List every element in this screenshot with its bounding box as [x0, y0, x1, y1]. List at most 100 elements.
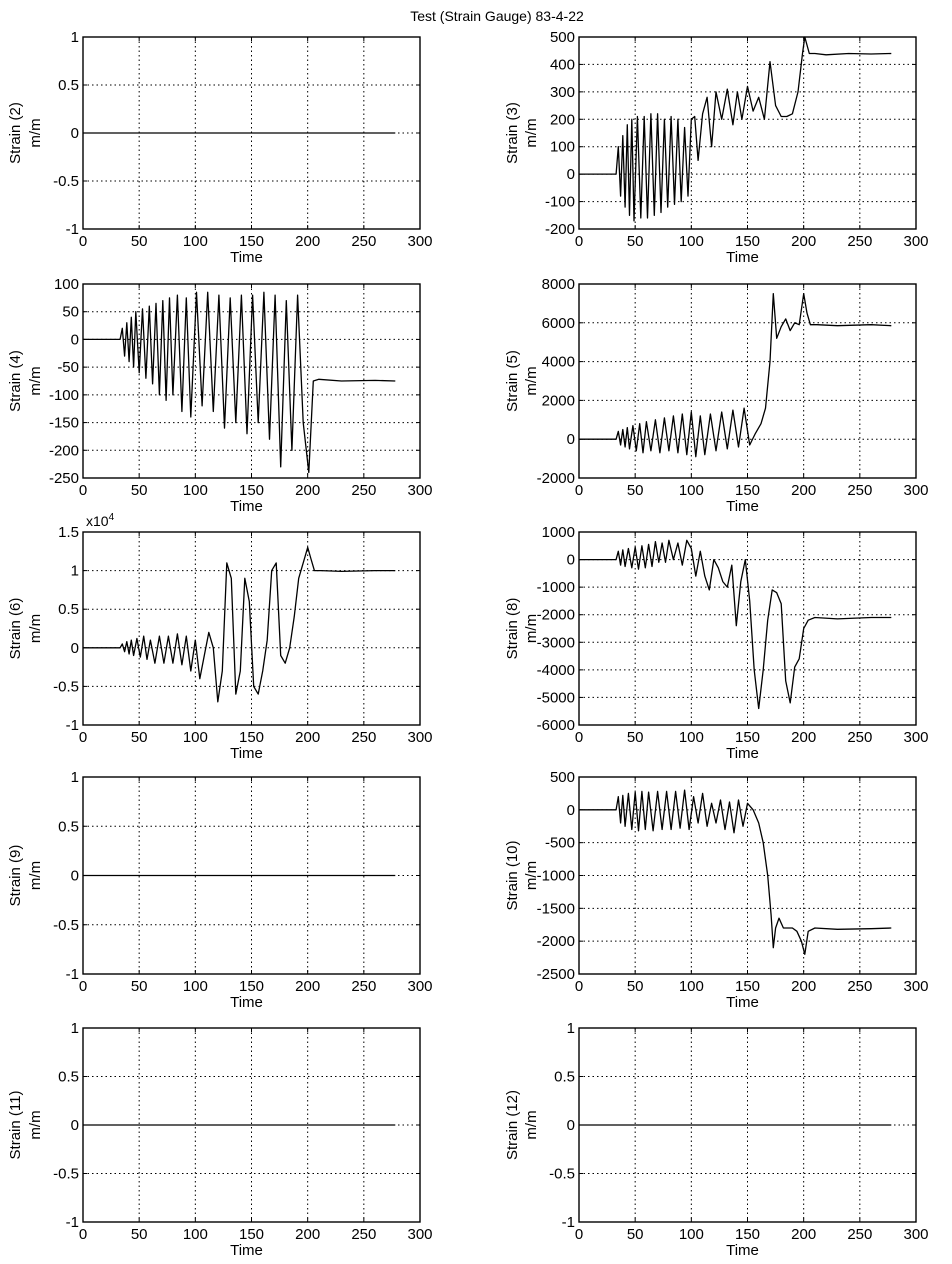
x-tick-label: 200: [295, 482, 320, 499]
series-line: [579, 36, 892, 222]
x-tick-label: 0: [575, 978, 583, 995]
y-tick-label: -2000: [537, 933, 575, 950]
x-tick-label: 0: [79, 482, 87, 499]
y-tick-label: -500: [545, 835, 575, 852]
y-tick-label: 300: [550, 84, 575, 101]
y-tick-label: 1: [71, 563, 79, 580]
x-tick-label: 300: [407, 1226, 432, 1243]
x-tick-label: 300: [903, 978, 928, 995]
y-tick-label: 0: [71, 1117, 79, 1134]
y-scale-base: x10: [86, 513, 109, 529]
x-tick-label: 200: [295, 729, 320, 746]
x-tick-label: 0: [575, 233, 583, 250]
y-axis-label: Strain (2): [7, 102, 24, 164]
y-tick-label: 6000: [542, 315, 575, 332]
x-tick-label: 250: [351, 233, 376, 250]
x-tick-label: 100: [183, 1226, 208, 1243]
y-tick-label: -3000: [537, 634, 575, 651]
x-tick-label: 300: [407, 233, 432, 250]
y-axis-label: Strain (3): [504, 102, 521, 164]
x-tick-label: 300: [407, 978, 432, 995]
x-tick-label: 0: [575, 1226, 583, 1243]
x-tick-label: 100: [679, 729, 704, 746]
y-axis-label: m/m: [523, 861, 540, 890]
y-tick-label: 0.5: [58, 601, 79, 618]
chart-panel-1: 0 50 100 150 200 250 300 -1 -0.5 0 0.5 1 Time Strain …: [7, 29, 433, 266]
y-tick-label: 0.5: [58, 818, 79, 835]
x-tick-label: 200: [295, 233, 320, 250]
x-axis-label: Time: [230, 994, 263, 1011]
x-tick-label: 250: [351, 729, 376, 746]
x-tick-label: 100: [183, 482, 208, 499]
y-tick-label: -2000: [537, 470, 575, 487]
x-tick-label: 50: [131, 729, 148, 746]
y-tick-label: 400: [550, 56, 575, 73]
y-axis-label: Strain (11): [7, 1091, 24, 1160]
x-tick-label: 150: [735, 482, 760, 499]
y-tick-label: -100: [49, 387, 79, 404]
x-tick-label: 250: [847, 482, 872, 499]
chart-panel-5: 0 50 100 150 200 250 300 -1 -0.5 0 0.5 1 1.5 Time Stra…: [7, 512, 433, 762]
y-tick-label: -2500: [537, 966, 575, 983]
x-tick-label: 100: [183, 729, 208, 746]
y-tick-label: -6000: [537, 717, 575, 734]
x-tick-label: 50: [627, 729, 644, 746]
y-tick-label: -0.5: [53, 173, 79, 190]
x-tick-label: 200: [295, 978, 320, 995]
x-tick-label: 0: [575, 729, 583, 746]
y-scale-exponent: 4: [109, 512, 115, 523]
x-tick-label: 100: [679, 482, 704, 499]
y-tick-label: 0: [567, 1117, 575, 1134]
x-tick-label: 0: [79, 233, 87, 250]
x-tick-label: 200: [295, 1226, 320, 1243]
x-axis-label: Time: [726, 994, 759, 1011]
y-tick-label: -0.5: [53, 1166, 79, 1183]
y-tick-label: 0: [71, 125, 79, 142]
series-line: [579, 539, 892, 710]
y-tick-label: 1: [71, 1020, 79, 1037]
y-tick-label: 100: [550, 139, 575, 156]
y-axis-label: m/m: [27, 118, 44, 147]
x-tick-label: 150: [735, 1226, 760, 1243]
y-tick-label: -200: [49, 442, 79, 459]
y-tick-label: 200: [550, 111, 575, 128]
x-tick-label: 150: [735, 233, 760, 250]
x-tick-label: 150: [735, 978, 760, 995]
y-tick-label: -1: [66, 1214, 79, 1231]
x-tick-label: 0: [79, 978, 87, 995]
y-axis-label: Strain (9): [7, 845, 24, 907]
y-tick-label: 1: [71, 769, 79, 786]
y-axis-label: m/m: [27, 1110, 44, 1139]
y-tick-label: 0: [71, 640, 79, 657]
y-tick-label: 500: [550, 769, 575, 786]
y-tick-label: -0.5: [53, 917, 79, 934]
x-tick-label: 250: [847, 978, 872, 995]
y-tick-label: 0: [567, 802, 575, 819]
y-axis-label: Strain (8): [504, 598, 521, 660]
x-tick-label: 0: [79, 729, 87, 746]
series-line: [579, 789, 892, 955]
x-tick-label: 100: [679, 978, 704, 995]
x-axis-label: Time: [726, 1242, 759, 1259]
x-tick-label: 50: [131, 482, 148, 499]
x-axis-label: Time: [230, 745, 263, 762]
y-tick-label: 0.5: [554, 1069, 575, 1086]
x-tick-label: 100: [183, 233, 208, 250]
y-axis-label: m/m: [27, 614, 44, 643]
chart-panels: 0 50 100 150 200 250 300-1-0.500.51TimeStrain …: [7, 29, 929, 1259]
y-tick-label: 0: [567, 431, 575, 448]
y-tick-label: 0: [71, 331, 79, 348]
x-tick-label: 300: [407, 729, 432, 746]
y-axis-label: m/m: [27, 861, 44, 890]
y-tick-label: 0: [567, 166, 575, 183]
y-tick-label: 0: [71, 868, 79, 885]
y-tick-label: -1000: [537, 579, 575, 596]
y-tick-label: -0.5: [53, 678, 79, 695]
y-axis-label: m/m: [523, 1110, 540, 1139]
x-tick-label: 50: [131, 233, 148, 250]
chart-panel-2: 0 50 100 150 200 250 300 -200 -100 0 100 200 300 400 5…: [504, 29, 929, 266]
x-tick-label: 150: [239, 233, 264, 250]
y-tick-label: 1.5: [58, 524, 79, 541]
y-tick-label: -200: [545, 221, 575, 238]
